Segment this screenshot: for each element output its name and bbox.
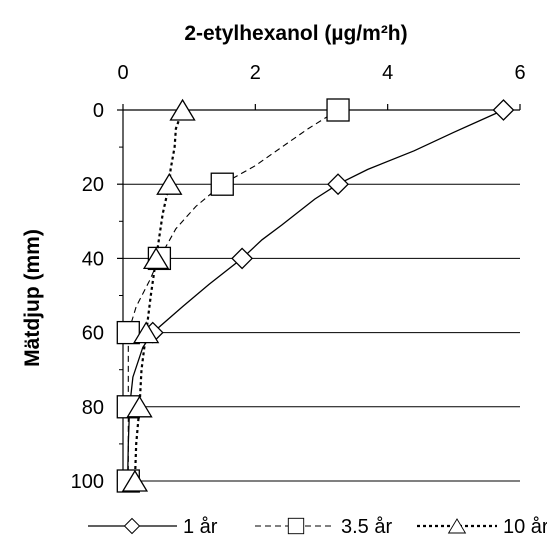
legend-label-1: 1 år bbox=[183, 516, 218, 538]
y-axis-label: Mätdjup (mm) bbox=[21, 229, 44, 367]
legend-label-3: 10 år bbox=[503, 516, 547, 538]
legend-label-2: 3.5 år bbox=[341, 516, 392, 538]
series-1 bbox=[116, 99, 515, 492]
y-tick-label-0: 0 bbox=[93, 100, 104, 122]
series-2-point-0 bbox=[326, 98, 350, 122]
x-tick-label-6: 6 bbox=[514, 62, 525, 84]
series-3-point-5 bbox=[121, 469, 149, 492]
series-3-point-0 bbox=[169, 98, 196, 121]
series-1-point-0 bbox=[492, 99, 515, 121]
series-1-line bbox=[126, 109, 504, 482]
series-3 bbox=[121, 98, 196, 492]
legend-marker-1 bbox=[123, 517, 141, 535]
x-tick-label-4: 4 bbox=[382, 62, 393, 84]
series-3-line bbox=[133, 109, 184, 482]
y-tick-label-100: 100 bbox=[71, 471, 104, 493]
series-1-point-1 bbox=[327, 173, 349, 196]
x-tick-labels: 0 2 4 6 bbox=[117, 62, 525, 84]
series-1-point-2 bbox=[231, 247, 254, 270]
series-2-point-3 bbox=[116, 320, 140, 345]
legend-marker-2 bbox=[287, 517, 305, 535]
axes bbox=[117, 104, 521, 482]
y-tick-label-40: 40 bbox=[82, 248, 104, 270]
series-3-point-2 bbox=[142, 247, 170, 270]
series-3-point-3 bbox=[133, 321, 160, 344]
y-tick-labels: 0 20 40 60 80 100 bbox=[71, 100, 104, 493]
x-tick-label-0: 0 bbox=[117, 62, 128, 84]
y-tick-label-80: 80 bbox=[82, 397, 104, 419]
x-tick-label-2: 2 bbox=[250, 62, 261, 84]
series-3-point-4 bbox=[126, 395, 153, 418]
series-3-point-1 bbox=[156, 172, 183, 195]
chart-title: 2-etylhexanol (µg/m²h) bbox=[184, 22, 407, 45]
series-2-line bbox=[127, 109, 339, 481]
y-tick-label-60: 60 bbox=[82, 323, 104, 345]
gridlines bbox=[123, 183, 520, 482]
series-2-point-1 bbox=[210, 172, 234, 196]
legend: 1 år 3.5 år 10 år bbox=[88, 516, 547, 538]
series-group bbox=[116, 98, 515, 493]
series-2 bbox=[116, 98, 350, 493]
y-tick-label-20: 20 bbox=[82, 174, 104, 196]
legend-marker-3 bbox=[447, 518, 467, 534]
